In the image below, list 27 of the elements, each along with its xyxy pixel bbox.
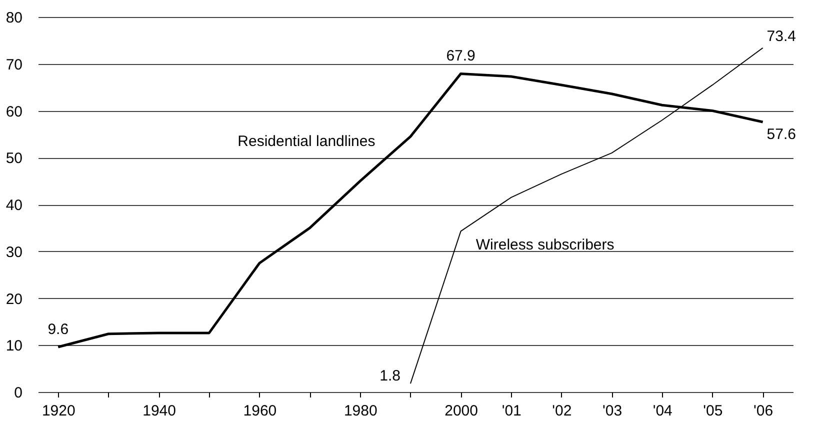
x-tick-label: 1940	[142, 402, 176, 420]
y-tick-label: 80	[6, 10, 22, 26]
x-tick-label: 1960	[243, 402, 277, 420]
y-tick-label: 60	[6, 103, 22, 120]
x-tick-label: '02	[552, 402, 572, 420]
data-label: 67.9	[446, 48, 476, 65]
y-tick-label: 70	[6, 56, 22, 74]
y-tick-label: 10	[6, 338, 22, 355]
y-tick-label: 20	[6, 290, 22, 308]
data-label: 57.6	[766, 126, 796, 143]
x-tick-label: 2000	[444, 402, 478, 420]
y-tick-label: 0	[14, 384, 22, 402]
y-tick-label: 50	[6, 150, 22, 168]
x-tick-label: '04	[652, 402, 672, 420]
x-tick-label: 1920	[42, 402, 76, 420]
x-tick-label: '03	[602, 402, 622, 420]
series-label: Residential landlines	[238, 133, 376, 150]
x-tick-label: '01	[502, 402, 522, 420]
data-label: 1.8	[380, 368, 400, 385]
x-tick-label: '06	[754, 402, 774, 420]
data-label: 9.6	[48, 321, 69, 338]
series-label: Wireless subscribers	[476, 236, 614, 254]
data-label: 73.4	[766, 28, 796, 45]
y-tick-label: 40	[6, 197, 22, 214]
x-tick-label: '05	[703, 402, 723, 420]
x-tick-label: 1980	[344, 402, 378, 420]
y-tick-label: 30	[6, 244, 22, 261]
